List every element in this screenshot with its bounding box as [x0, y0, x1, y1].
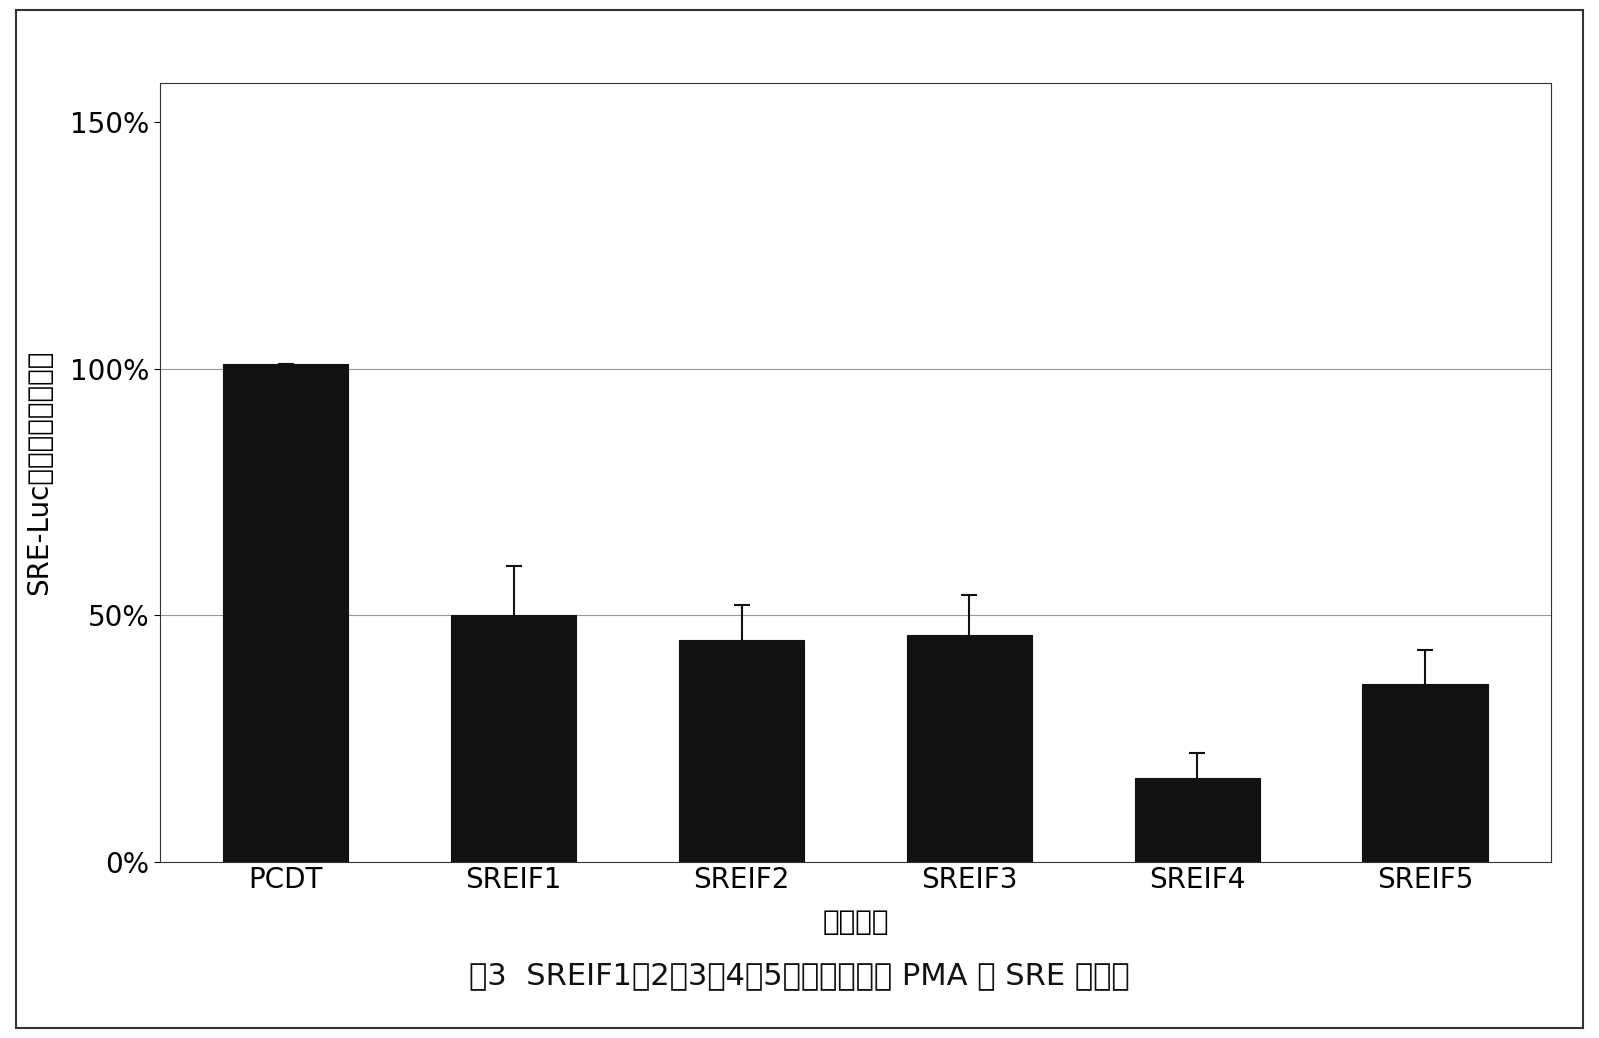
Bar [1362, 684, 1487, 862]
Bar [907, 635, 1031, 862]
Bar [680, 639, 804, 862]
Bar [224, 364, 349, 862]
X-axis label: 基因名称: 基因名称 [822, 908, 889, 936]
Y-axis label: SRE-Luc荧光素酶活性比值: SRE-Luc荧光素酶活性比值 [26, 350, 53, 595]
Text: 图3  SREIF1、2、3、4、5外源表达抑制 PMA 对 SRE 的活化: 图3 SREIF1、2、3、4、5外源表达抑制 PMA 对 SRE 的活化 [469, 961, 1130, 990]
Bar [451, 616, 576, 862]
Bar [1135, 777, 1260, 862]
